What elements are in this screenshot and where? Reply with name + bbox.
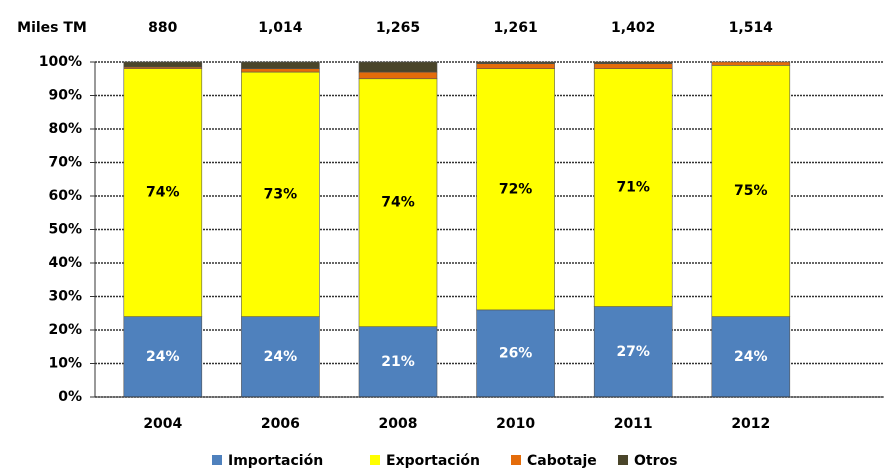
value-label: 74% [381,195,415,211]
y-tick-label: 30% [48,289,82,305]
value-label: 75% [734,183,768,199]
bar-segment [593,306,673,398]
legend-label: Otros [634,453,677,469]
value-label: 74% [146,185,180,201]
legend-swatch [212,455,222,465]
y-tick-label: 90% [48,88,82,104]
x-tick-label: 2006 [261,416,300,432]
y-tick-label: 50% [48,222,82,238]
bar-segment [476,309,555,398]
y-tick-label: 20% [48,322,82,338]
total-label: 1,402 [611,20,655,36]
x-tick-label: 2011 [614,416,653,432]
bar-segment [711,316,791,398]
y-tick-label: 100% [39,54,82,70]
value-label: 24% [264,349,298,365]
total-label: 880 [148,20,177,36]
total-label: 1,265 [376,20,420,36]
y-tick-label: 80% [48,121,82,137]
legend-swatch [511,455,521,465]
bar-segment [711,65,791,317]
x-tick-label: 2004 [143,416,182,432]
bar-segment [476,68,555,311]
bar-segment [241,316,320,398]
y-tick-label: 60% [48,188,82,204]
bar-segment [476,61,555,64]
legend-label: Cabotaje [527,453,597,469]
legend-label: Exportación [386,453,480,469]
bar-segment [593,61,673,64]
value-label: 72% [499,181,533,197]
y-tick-label: 0% [58,389,82,405]
total-label: 1,014 [258,20,303,36]
value-label: 27% [616,344,650,360]
bar-segment [593,63,673,69]
value-label: 24% [734,349,768,365]
y-tick-label: 70% [48,155,82,171]
total-label: 1,261 [493,20,537,36]
value-label: 24% [146,349,180,365]
value-label: 26% [499,345,533,361]
bar-segment [241,68,320,73]
x-tick-label: 2012 [731,416,770,432]
legend-swatch [370,455,380,465]
bar-segment [358,326,438,398]
x-tick-label: 2010 [496,416,535,432]
x-tick-label: 2008 [379,416,418,432]
y-tick-label: 40% [48,255,82,271]
totals-title: Miles TM [17,20,87,36]
legend-label: Importación [228,453,323,469]
bar-segment [711,61,791,66]
bar-segment [358,61,438,73]
value-label: 73% [264,186,298,202]
total-label: 1,514 [729,20,774,36]
y-tick-label: 10% [48,356,82,372]
value-label: 71% [616,180,650,196]
bar-segment [123,61,203,68]
bar-segment [358,78,438,327]
bar-segment [476,63,555,69]
bar-segment [358,71,438,80]
value-label: 21% [381,354,415,370]
bar-segment [123,316,203,398]
bar-segment [241,61,320,69]
legend-swatch [618,455,628,465]
bar-segment [123,68,203,317]
bar-segment [593,68,673,307]
